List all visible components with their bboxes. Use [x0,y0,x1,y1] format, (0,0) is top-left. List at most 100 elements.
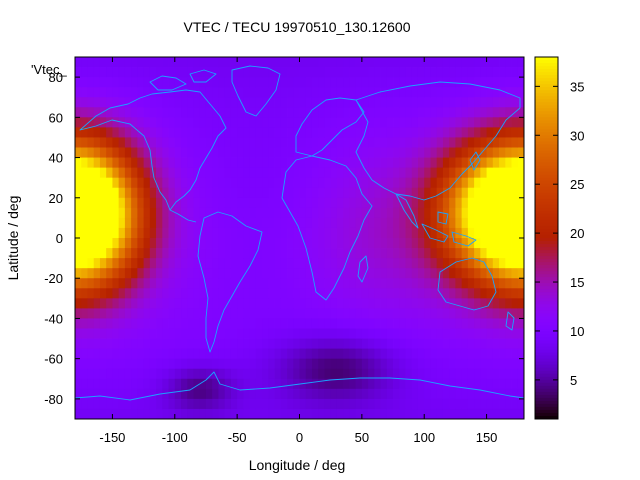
heatmap-cell [137,137,144,148]
heatmap-cell [361,268,369,279]
heatmap-cell [218,268,226,279]
heatmap-cell [280,147,288,158]
heatmap-cell [106,197,113,209]
heatmap-cell [349,147,357,158]
heatmap-cell [205,368,213,380]
heatmap-cell [262,278,269,289]
heatmap-cell [81,298,88,309]
heatmap-cell [405,127,413,138]
heatmap-cell [449,368,456,380]
heatmap-cell [137,77,144,88]
heatmap-cell [424,338,431,350]
colorbar-swatch [535,135,558,139]
heatmap-cell [343,147,350,158]
heatmap-cell [87,97,95,108]
colorbar-swatch [535,198,558,203]
heatmap-cell [87,147,95,158]
heatmap-cell [81,318,88,329]
heatmap-cell [461,207,469,219]
heatmap-cell [156,67,163,78]
heatmap-cell [411,398,419,410]
heatmap-cell [118,378,126,390]
heatmap-cell [399,117,406,128]
heatmap-cell [193,248,201,259]
heatmap-cell [455,187,463,199]
heatmap-cell [118,338,126,350]
heatmap-cell [268,268,275,279]
heatmap-cell [224,318,232,329]
heatmap-cell [274,248,282,259]
heatmap-cell [93,97,101,108]
heatmap-cell [455,368,463,380]
heatmap-cell [386,338,394,350]
heatmap-cell [131,197,138,209]
heatmap-cell [311,278,319,289]
heatmap-cell [224,137,232,148]
heatmap-cell [118,248,126,259]
heatmap-cell [474,127,481,138]
heatmap-cell [299,358,307,370]
heatmap-cell [393,147,400,158]
heatmap-cell [499,258,506,269]
heatmap-cell [287,137,294,148]
heatmap-cell [262,197,269,209]
heatmap-cell [417,368,425,380]
heatmap-cell [480,117,487,128]
heatmap-cell [492,97,500,108]
heatmap-cell [311,147,319,158]
heatmap-cell [374,167,381,179]
heatmap-cell [349,227,357,239]
heatmap-cell [287,338,294,350]
heatmap-cell [305,67,313,78]
heatmap-cell [212,288,219,299]
heatmap-cell [280,268,288,279]
heatmap-cell [486,227,494,239]
heatmap-cell [405,328,413,339]
heatmap-cell [330,288,338,299]
heatmap-cell [336,177,344,189]
heatmap-cell [255,378,263,390]
heatmap-cell [311,217,319,229]
heatmap-cell [386,137,394,148]
heatmap-cell [449,67,456,78]
heatmap-cell [287,248,294,259]
heatmap-cell [380,107,388,118]
heatmap-cell [87,258,95,269]
heatmap-cell [262,77,269,88]
heatmap-cell [112,137,120,148]
heatmap-cell [262,318,269,329]
heatmap-cell [380,368,388,380]
heatmap-cell [399,67,406,78]
heatmap-cell [474,298,481,309]
heatmap-cell [168,87,176,98]
heatmap-cell [368,227,375,239]
heatmap-cell [324,107,332,118]
heatmap-cell [343,57,350,68]
heatmap-cell [336,147,344,158]
heatmap-cell [330,298,338,309]
heatmap-cell [361,238,369,249]
heatmap-cell [181,248,188,259]
heatmap-cell [436,217,444,229]
heatmap-cell [124,288,132,299]
colorbar-swatch [535,78,558,82]
heatmap-cell [461,258,469,269]
heatmap-cell [411,127,419,138]
heatmap-cell [293,67,300,78]
heatmap-cell [411,87,419,98]
heatmap-cell [449,238,456,249]
heatmap-cell [499,338,506,350]
heatmap-cell [112,197,120,209]
heatmap-cell [455,117,463,128]
heatmap-cell [131,398,138,410]
heatmap-cell [318,97,325,108]
heatmap-cell [87,408,95,420]
heatmap-cell [106,348,113,360]
heatmap-cell [230,57,238,68]
heatmap-cell [368,388,375,400]
heatmap-cell [424,87,431,98]
heatmap-cell [305,278,313,289]
heatmap-cell [436,97,444,108]
heatmap-cell [318,57,325,68]
heatmap-cell [467,368,475,380]
